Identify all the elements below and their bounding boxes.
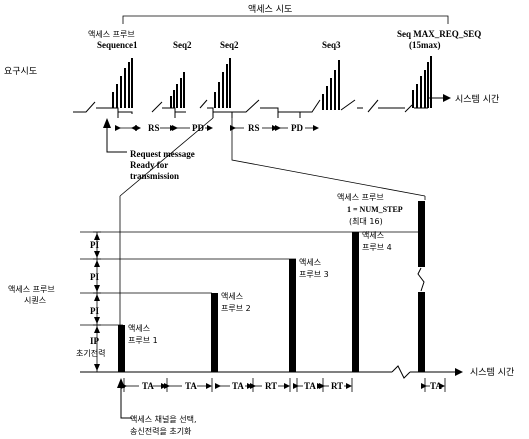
- access-probe-1: [118, 325, 125, 372]
- bottom-system-time-label: 시스템 시간: [470, 366, 514, 378]
- probe-sequence-label-2: 시퀀스: [24, 296, 46, 305]
- channel-note-line2: 송신전력을 초기화: [130, 426, 192, 436]
- seq-max-sub-label: (15max): [409, 40, 441, 50]
- request-message-line1: Request message: [130, 149, 195, 159]
- request-message-line2: Ready for: [130, 160, 168, 170]
- pi1-label: PI: [90, 240, 99, 250]
- request-attempt-label: 요구시도: [4, 66, 37, 77]
- access-attempt-bracket: [122, 15, 449, 24]
- seq-max-label: Seq MAX_REQ_SEQ: [397, 29, 481, 39]
- probe3-label-a: 액세스: [299, 257, 321, 267]
- ta3-label: TA: [232, 381, 244, 391]
- channel-select-pointer: [120, 380, 132, 419]
- ta4-label: TA: [304, 381, 316, 391]
- probe3-label-b: 프루브 3: [299, 270, 329, 279]
- request-pointer-line: [106, 120, 127, 153]
- ta1-label: TA: [142, 381, 154, 391]
- probe-n-label-1: 액세스 프루브: [337, 192, 384, 202]
- probe-n-label-2: 1 = NUM_STEP: [347, 205, 403, 214]
- seq3-probes: [322, 60, 340, 110]
- seq2b-probes: [214, 58, 231, 108]
- seq2a-label: Seq2: [173, 40, 192, 50]
- ta2-label: TA: [185, 381, 197, 391]
- probe1-label-b: 프루브 1: [128, 336, 158, 345]
- request-message-line3: transmission: [130, 171, 179, 181]
- ip-label: IP: [90, 336, 100, 346]
- access-probe-2: [211, 293, 218, 372]
- seq-max-probes: [412, 56, 432, 108]
- probe-sequence-label-1: 액세스 프루브: [8, 284, 55, 294]
- top-time-axis: [73, 94, 451, 118]
- access-probe-3: [289, 259, 296, 372]
- zoom-line-right: [231, 118, 426, 197]
- ta5-label: TA: [430, 381, 442, 391]
- rs1-label: RS: [148, 123, 160, 133]
- seq3-label: Seq3: [322, 40, 341, 50]
- bottom-time-axis: [80, 365, 463, 379]
- seq2-probes: [170, 72, 185, 108]
- probe4-label-b: 프루브 4: [362, 243, 392, 252]
- pd1-label: PD: [192, 123, 204, 133]
- sequence1-probes: [112, 58, 133, 108]
- rs2-label: RS: [248, 123, 260, 133]
- probe-n-label-3: (최대 16): [349, 216, 383, 226]
- pi3-label: PI: [90, 306, 99, 316]
- sequence1-label: Sequence1: [97, 40, 138, 50]
- channel-select-arrowhead: [117, 378, 125, 388]
- initial-power-label: 초기전력: [76, 348, 105, 358]
- top-system-time-label: 시스템 시간: [455, 93, 499, 105]
- zoom-line-left: [119, 117, 214, 197]
- probe2-label-a: 액세스: [221, 291, 243, 301]
- rt2-label: RT: [331, 381, 343, 391]
- pd2-label: PD: [291, 123, 303, 133]
- access-probe-4: [352, 232, 359, 372]
- request-pointer-arrowhead: [103, 118, 111, 128]
- seq2b-label: Seq2: [220, 40, 239, 50]
- probe4-label-a: 액세스: [362, 230, 384, 240]
- rt1-label: RT: [265, 381, 277, 391]
- ta-rt-dimensions: [121, 378, 446, 392]
- access-attempt-label: 액세스 시도: [248, 3, 292, 15]
- probe1-label-a: 액세스: [128, 323, 150, 333]
- probe-label-top: 액세스 프루브: [88, 29, 135, 39]
- probe2-label-b: 프루브 2: [221, 304, 251, 313]
- pi2-label: PI: [90, 272, 99, 282]
- access-probe-n: [417, 201, 425, 372]
- channel-note-line1: 액세스 채널을 선택,: [130, 414, 197, 424]
